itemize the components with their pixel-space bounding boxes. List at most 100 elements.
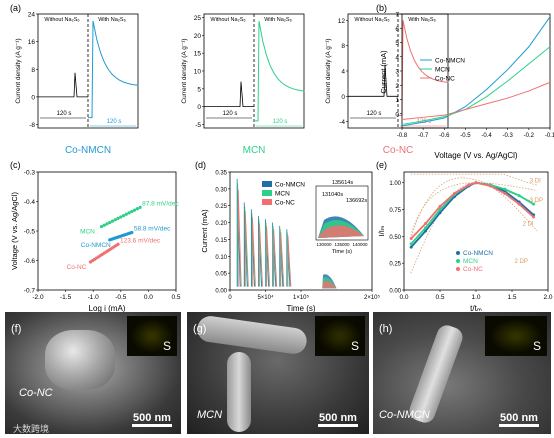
y-tick-label: 1 [395, 97, 399, 104]
slope-label: 58.8 mV/dec [134, 225, 171, 232]
panel-label-h: (h) [379, 323, 393, 335]
data-point [409, 237, 413, 241]
y-tick-label: 25 [194, 15, 202, 22]
pulse-trace [265, 219, 269, 287]
scalebar-f: 500 nm [127, 412, 177, 427]
pulse-trace [244, 206, 249, 287]
y-tick-label: 16 [28, 39, 36, 46]
y-tick-label: 0 [341, 94, 345, 101]
y-tick-label: 1.00 [389, 181, 401, 187]
panel-label-e: (e) [376, 160, 387, 170]
model-curve [410, 182, 538, 236]
model-curve [410, 177, 538, 240]
x-tick-label: -0.5 [460, 133, 471, 139]
current-trace-without [204, 81, 254, 108]
y-tick-label: 0.00 [389, 289, 401, 295]
data-point [517, 202, 521, 206]
x-axis-label: t/tₘ [470, 304, 482, 313]
series-line [410, 181, 535, 240]
sem-panel-g: S (g) MCN 500 nm [187, 312, 369, 434]
legend-marker [456, 267, 460, 271]
x-tick-label: 2.0 [543, 294, 552, 301]
y-axis-label: I/Iₘ [377, 225, 386, 236]
legend-swatch [262, 181, 272, 187]
left-condition-label: Without Na₂S₆ [354, 17, 389, 23]
legend-label: Co-NMCN [463, 250, 493, 257]
y-tick-label: -0.3 [24, 170, 36, 177]
x-tick-label: 0.0 [399, 294, 408, 301]
y-tick-label: 0.00 [215, 289, 227, 295]
pulse-trace [237, 184, 242, 287]
pulse-trace [287, 232, 291, 287]
fit-line [109, 232, 132, 241]
y-axis-label: Current density (A g⁻¹) [181, 38, 188, 103]
x-tick-label: 2×10⁵ [364, 294, 381, 301]
legend-label: MCN [275, 191, 290, 198]
panel-label-c: (c) [10, 160, 21, 170]
sem-panel-f: S (f) Co-NC 500 nm 大数跨境 [5, 312, 181, 434]
watermark: 大数跨境 [13, 425, 50, 434]
left-condition-label: Without Na₂S₆ [44, 17, 79, 23]
series-line [401, 81, 551, 120]
slope-label: 123.6 mV/dec [120, 237, 161, 244]
pulse-trace [259, 223, 263, 287]
series-line [410, 181, 535, 248]
panel-label-d: (d) [195, 160, 206, 170]
y-tick-label: 0.30 [215, 187, 227, 193]
series-label: MCN [80, 229, 95, 236]
model-label: 2 DI [523, 222, 534, 228]
pulse-trace [272, 222, 276, 287]
pulse-trace [287, 235, 292, 287]
data-point [532, 202, 536, 206]
y-tick-label: 15 [194, 51, 202, 58]
series-line [401, 46, 551, 125]
sulfur-map-inset-h: S [485, 316, 547, 356]
x-tick-label: -0.5 [115, 294, 127, 301]
y-tick-label: -8 [29, 122, 35, 129]
series-label: Co-NC [67, 264, 87, 271]
inset-area [318, 225, 364, 238]
data-point [409, 242, 413, 246]
y-tick-label: 8 [341, 43, 345, 50]
y-tick-label: -0.7 [24, 288, 36, 295]
y-tick-label: 0.10 [215, 255, 227, 261]
sem-name-g: MCN [197, 409, 223, 421]
element-label: S [162, 339, 171, 353]
y-tick-label: 0.35 [215, 171, 227, 177]
y-tick-label: -4 [339, 119, 345, 126]
sample-name: MCN [243, 145, 266, 156]
legend-label: Co-NMCN [435, 58, 465, 65]
fit-line [101, 207, 141, 227]
x-tick-label: 1×10⁵ [293, 294, 310, 301]
time-label-before: 120 s [57, 111, 72, 117]
y-axis-label: Current density (A g⁻¹) [15, 38, 22, 103]
current-trace-with [398, 20, 449, 116]
current-trace-without [348, 64, 398, 97]
y-tick-label: 7 [395, 12, 399, 19]
pulse-trace [279, 229, 284, 287]
legend-label: MCN [435, 67, 450, 74]
pulse-trace [266, 226, 271, 287]
x-tick-label: -0.4 [481, 133, 492, 139]
pulse-trace [245, 211, 249, 287]
series-line [410, 181, 535, 245]
y-axis-label: Current (mA) [379, 50, 388, 94]
y-axis-label: Current density (A g⁻¹) [325, 38, 332, 103]
pulse-trace [250, 209, 255, 287]
pulse-trace [251, 213, 256, 287]
x-tick-label: 5×10⁴ [257, 294, 274, 301]
right-condition-label: With Na₂S₆ [264, 17, 292, 23]
left-condition-label: Without Na₂S₆ [210, 17, 245, 23]
time-label-after: 120 s [107, 119, 122, 125]
x-tick-label: -2.0 [32, 294, 44, 301]
x-tick-label: -0.7 [418, 133, 429, 139]
pulse-trace [236, 178, 241, 287]
y-tick-label: 0 [395, 111, 399, 118]
x-tick-label: 0.0 [144, 294, 153, 301]
scalebar-g: 500 nm [312, 412, 364, 427]
element-label: S [350, 339, 359, 353]
data-point [438, 204, 442, 208]
y-tick-label: 5 [197, 86, 201, 93]
model-label: 3 DP [530, 198, 543, 204]
